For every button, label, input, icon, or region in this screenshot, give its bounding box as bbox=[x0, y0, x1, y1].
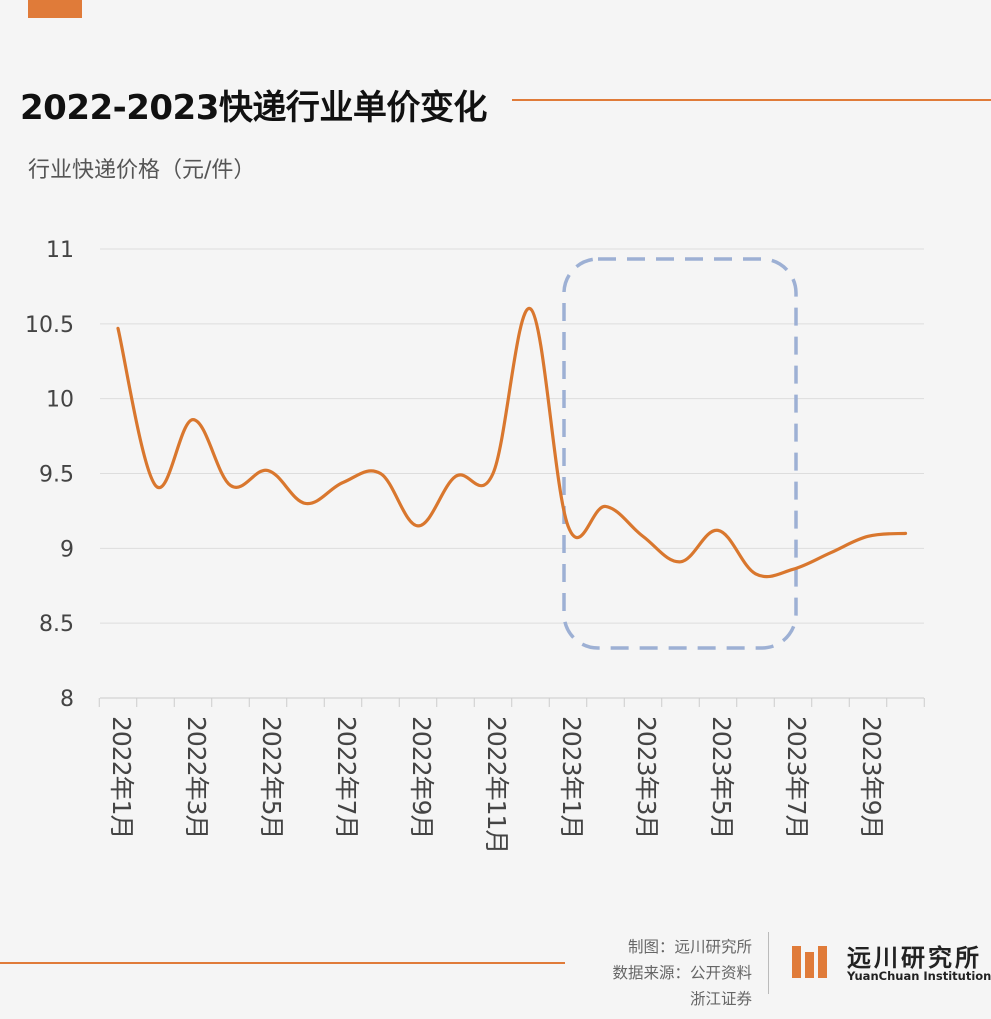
data-point bbox=[416, 524, 420, 528]
title-rule bbox=[512, 99, 991, 101]
y-tick-label: 8.5 bbox=[39, 612, 74, 637]
data-point bbox=[229, 483, 233, 487]
data-point bbox=[529, 307, 533, 311]
data-point bbox=[904, 531, 908, 535]
y-tick-label: 9 bbox=[60, 537, 74, 562]
x-tick-label: 2023年3月 bbox=[632, 716, 661, 839]
y-tick-label: 11 bbox=[46, 238, 74, 263]
data-point bbox=[866, 534, 870, 538]
data-point bbox=[641, 534, 645, 538]
data-point bbox=[679, 560, 683, 564]
data-point bbox=[266, 469, 270, 473]
highlight-box bbox=[562, 257, 798, 650]
x-tick-label: 2023年9月 bbox=[857, 716, 886, 839]
credit-separator bbox=[768, 932, 769, 994]
credit-source-name: 浙江证券 bbox=[689, 990, 752, 1008]
data-point bbox=[304, 501, 308, 505]
data-point bbox=[454, 474, 458, 478]
credit-source: 数据来源：公开资料 bbox=[612, 964, 752, 982]
data-point bbox=[754, 572, 758, 576]
y-axis-label: 行业快递价格（元/件） bbox=[28, 158, 256, 183]
logo-name-cn: 远川研究所 bbox=[847, 944, 982, 972]
x-tick-label: 2022年11月 bbox=[482, 716, 511, 853]
price-line bbox=[116, 307, 908, 579]
credits: 制图：远川研究所 数据来源：公开资料 浙江证券 bbox=[582, 934, 752, 1012]
data-point bbox=[154, 483, 158, 487]
x-tick-label: 2022年5月 bbox=[257, 716, 286, 839]
x-tick-label: 2023年1月 bbox=[557, 716, 586, 839]
logo-icon bbox=[792, 946, 827, 978]
data-point bbox=[791, 567, 795, 571]
data-point bbox=[829, 551, 833, 555]
x-tick-label: 2022年7月 bbox=[332, 716, 361, 839]
chart-title: 2022-2023快递行业单价变化 bbox=[20, 88, 487, 128]
data-point bbox=[116, 326, 120, 330]
data-point bbox=[191, 418, 195, 422]
data-point bbox=[491, 472, 495, 476]
logo-name-en: YuanChuan Institution bbox=[847, 969, 991, 983]
data-point bbox=[341, 480, 345, 484]
y-tick-label: 9.5 bbox=[39, 463, 74, 488]
data-point bbox=[379, 472, 383, 476]
y-tick-label: 10 bbox=[46, 388, 74, 413]
x-tick-label: 2023年7月 bbox=[782, 716, 811, 839]
bottom-rule bbox=[0, 962, 565, 964]
y-tick-label: 10.5 bbox=[25, 313, 74, 338]
x-tick-label: 2022年9月 bbox=[407, 716, 436, 839]
data-point bbox=[604, 504, 608, 508]
data-point bbox=[716, 528, 720, 532]
y-tick-label: 8 bbox=[60, 687, 74, 712]
x-tick-label: 2023年5月 bbox=[707, 716, 736, 839]
credit-maker: 制图：远川研究所 bbox=[627, 938, 752, 956]
data-point bbox=[566, 524, 570, 528]
x-tick-label: 2022年3月 bbox=[182, 716, 211, 839]
corner-accent-block bbox=[28, 0, 82, 18]
x-tick-label: 2022年1月 bbox=[107, 716, 136, 839]
